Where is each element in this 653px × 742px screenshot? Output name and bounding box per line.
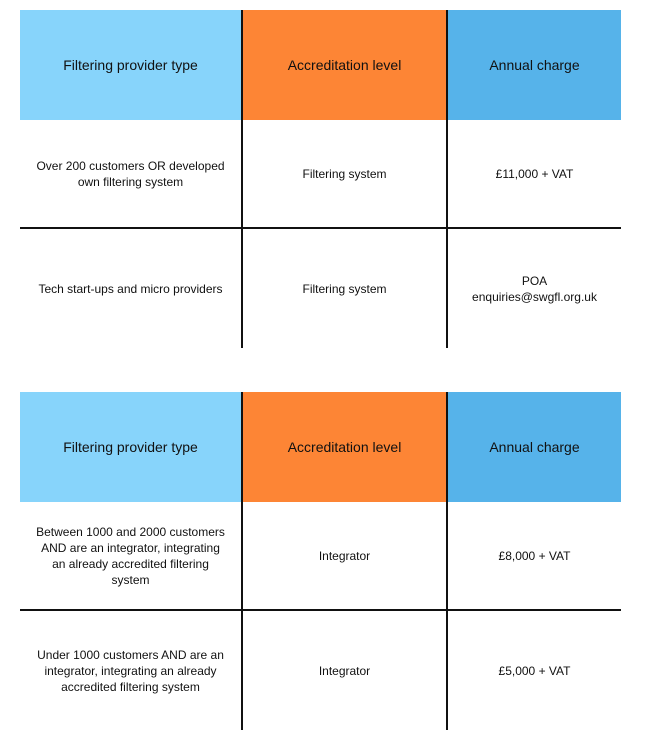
- table-cell: Filtering system: [243, 120, 448, 229]
- header-cell: Annual charge: [448, 392, 621, 502]
- cell-line: POA: [521, 273, 548, 288]
- table-cell: Integrator: [243, 502, 448, 611]
- header-cell: Accreditation level: [243, 10, 448, 120]
- table-cell: £11,000 + VAT: [448, 120, 621, 229]
- table: Filtering provider type Accreditation lev…: [20, 10, 621, 348]
- header-cell: Filtering provider type: [20, 392, 243, 502]
- cell-line: enquiries@swgfl.org.uk: [472, 289, 597, 304]
- table-cell: £5,000 + VAT: [498, 663, 571, 678]
- table-cell: £8,000 + VAT: [448, 502, 621, 611]
- table-cell: Between 1000 and 2000 customers AND are …: [20, 502, 243, 611]
- table-cell: Integrator: [243, 611, 448, 730]
- header-cell: Annual charge: [448, 10, 621, 120]
- header-cell: Filtering provider type: [20, 10, 243, 120]
- table: Filtering provider type Accreditation lev…: [20, 392, 621, 730]
- header-cell: Accreditation level: [243, 392, 448, 502]
- table-cell: Filtering system: [243, 229, 448, 348]
- table-cell: Under 1000 customers AND are an integrat…: [20, 611, 243, 730]
- table-cell: POA enquiries@swgfl.org.uk: [448, 229, 621, 348]
- table-cell: Tech start-ups and micro providers: [20, 229, 243, 348]
- table-cell: Over 200 customers OR developed own filt…: [20, 120, 243, 229]
